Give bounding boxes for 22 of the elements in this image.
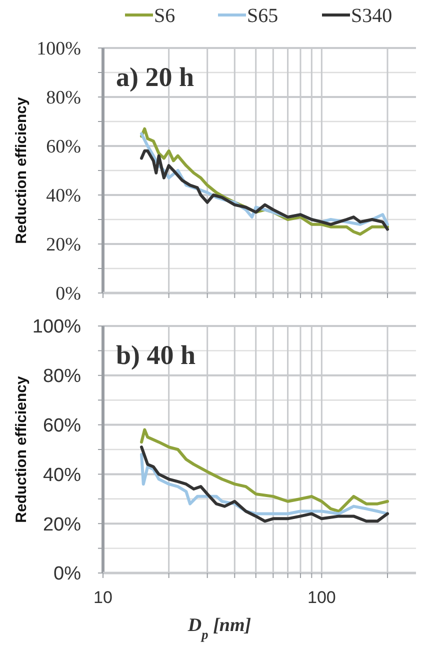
annotation: a) 20 h: [116, 62, 194, 92]
legend-label: S6: [154, 5, 176, 27]
x-tick-label: 10: [94, 588, 112, 607]
x-tick-label: 100: [307, 588, 336, 607]
y-tick-label: 80%: [42, 366, 82, 388]
y-tick-label: 60%: [42, 415, 82, 436]
y-tick-label: 20%: [46, 234, 82, 256]
x-axis-title: D$_{p}$ [nm]: [186, 615, 252, 642]
y-tick-label: 100%: [32, 316, 82, 338]
y-tick-label: 0%: [56, 284, 82, 305]
y-axis-title: Reduction efficiency: [13, 375, 30, 523]
y-tick-label: 60%: [46, 136, 82, 158]
legend-label: S65: [247, 5, 278, 27]
annotation: b) 40 h: [116, 340, 196, 370]
y-axis-title: Reduction efficiency: [13, 96, 30, 244]
y-tick-label: 40%: [46, 186, 82, 207]
y-tick-label: 40%: [42, 464, 82, 486]
y-tick-label: 80%: [46, 88, 82, 109]
y-tick-label: 20%: [42, 514, 82, 536]
y-tick-label: 100%: [36, 38, 82, 60]
y-tick-label: 0%: [54, 564, 82, 585]
legend-label: S340: [351, 5, 392, 27]
